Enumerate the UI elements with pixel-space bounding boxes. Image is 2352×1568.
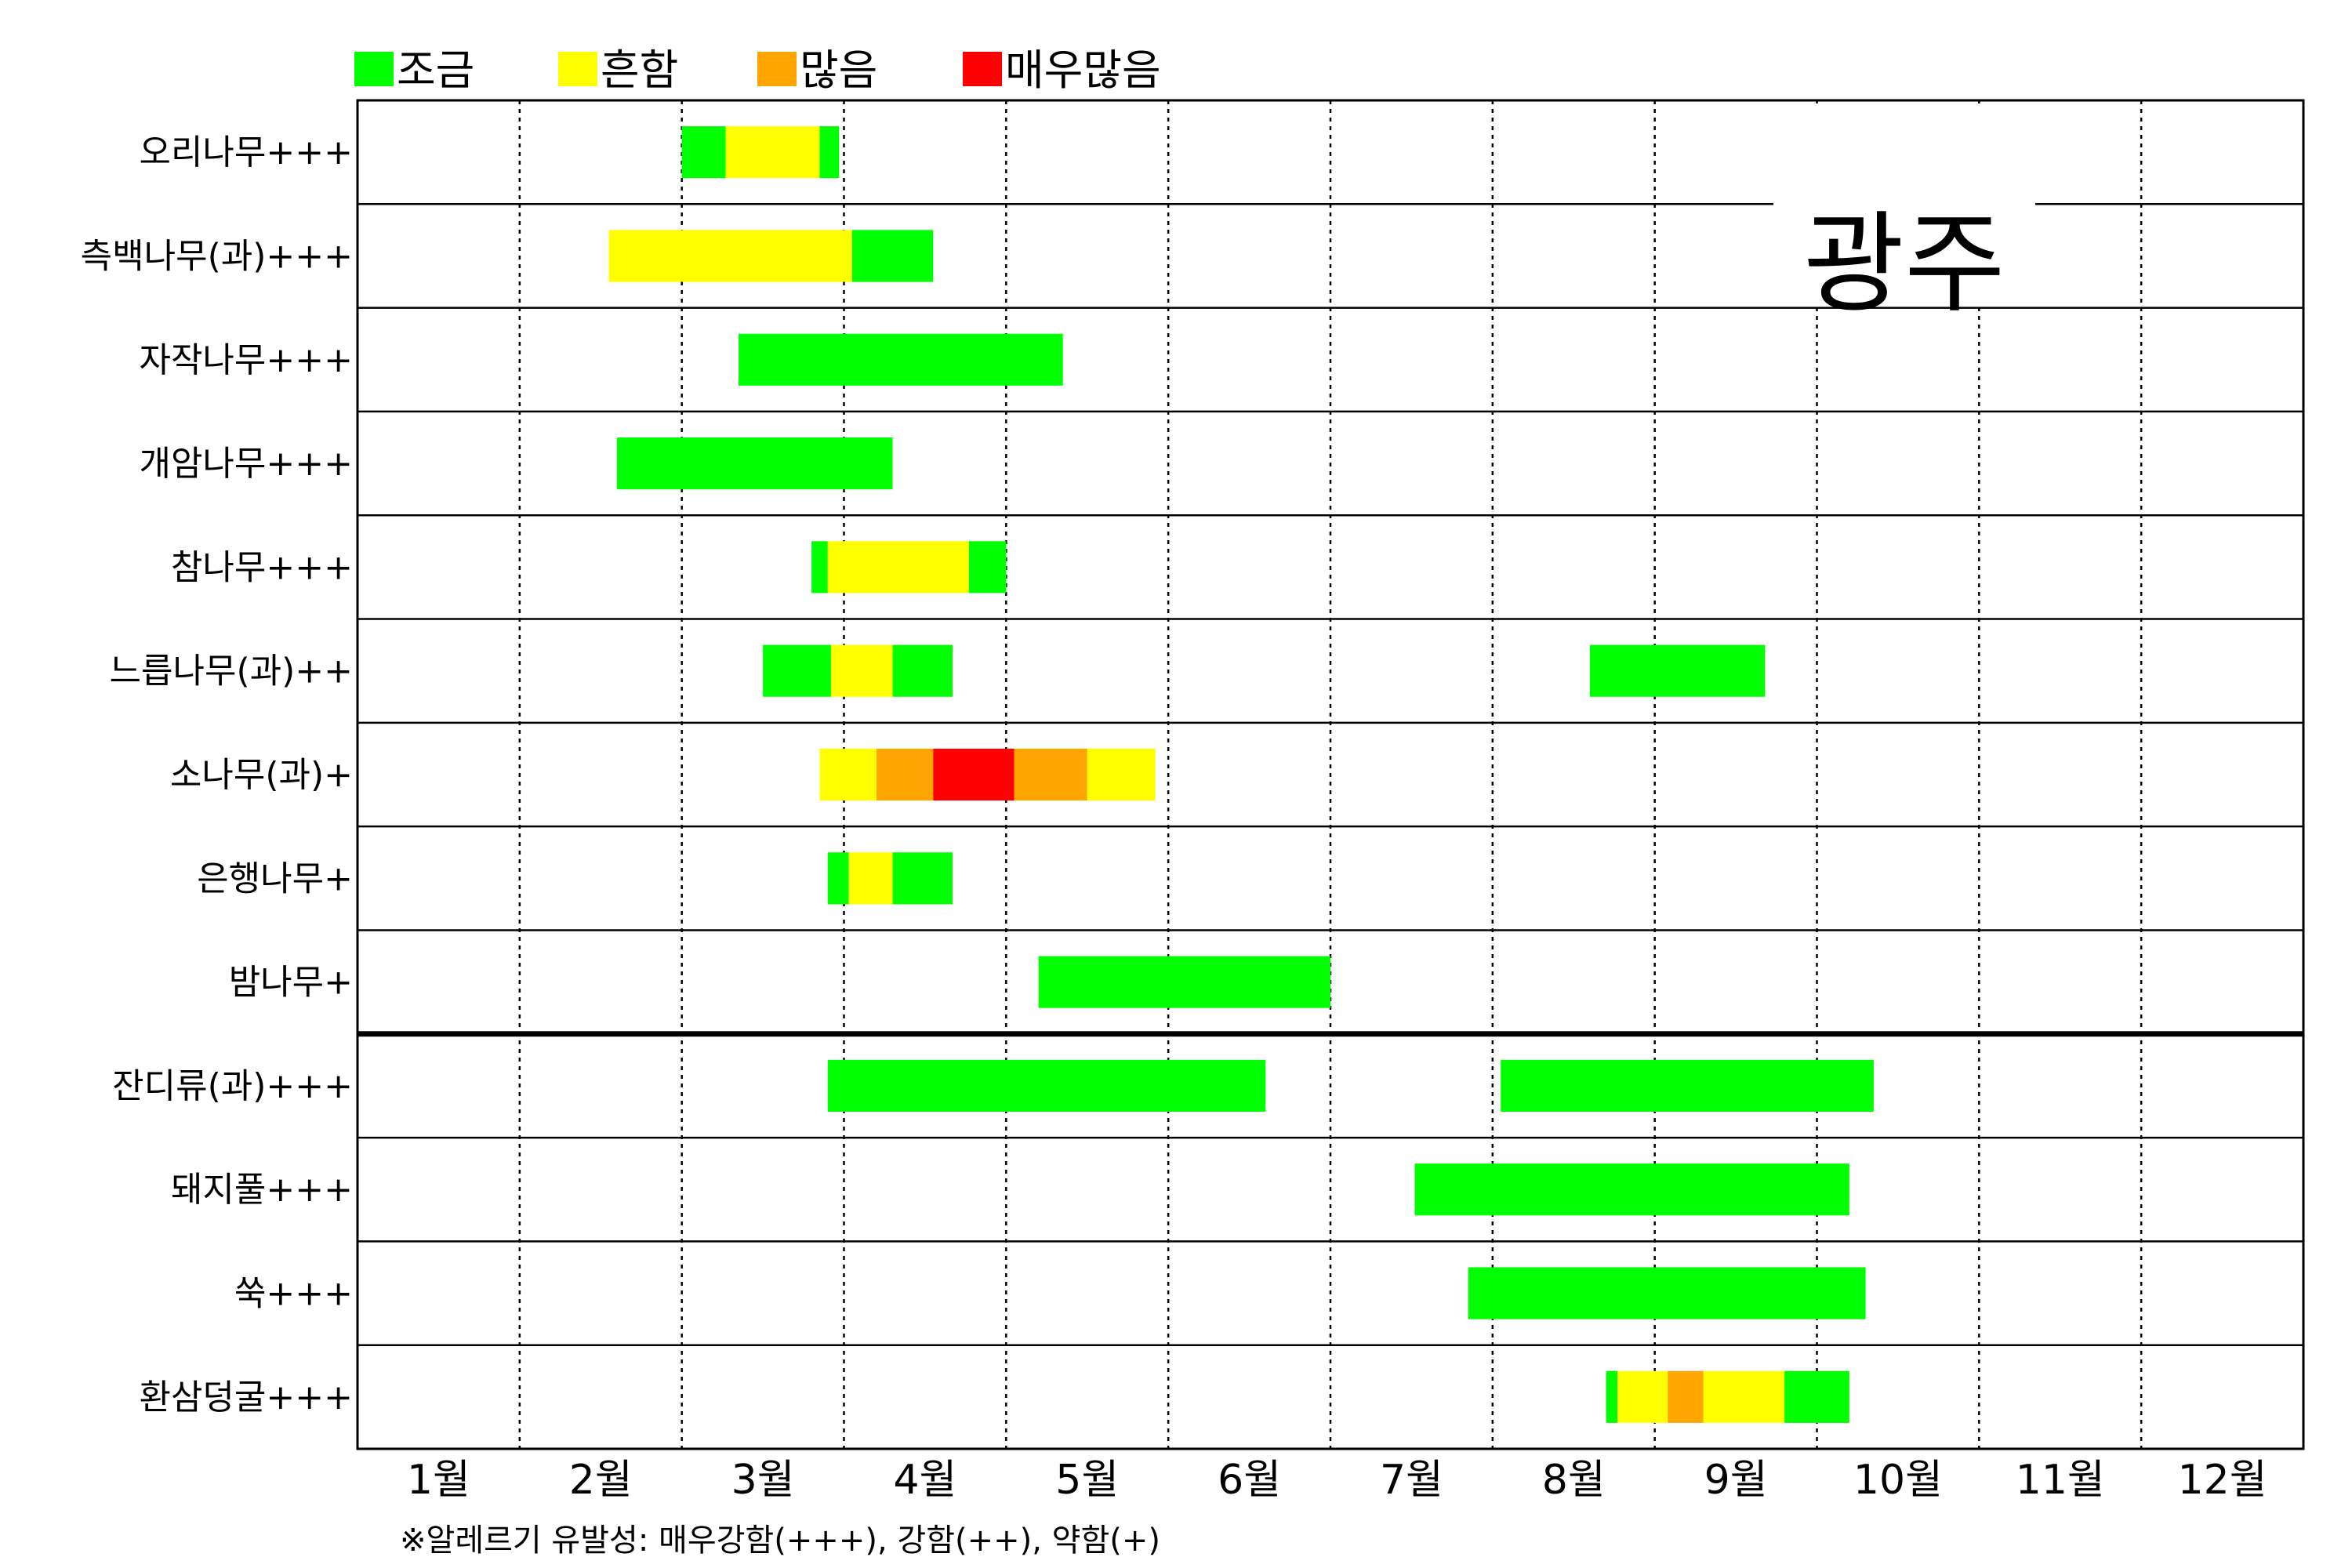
row-labels: 오리나무+++ 측백나무(과)+++ 자작나무+++ 개암나무+++ 참나무+++ 느릅나… [81,132,353,1417]
month-label: 1월 [407,1457,470,1504]
bar-segment-common [608,230,852,282]
bar-segment-common [819,748,877,801]
bar-segment-low [827,852,849,905]
bar-segment-low [892,852,953,905]
bar-segment-common [725,126,820,179]
month-label: 2월 [569,1457,633,1504]
plot-area [358,100,2303,1449]
row-label: 은행나무+ [197,858,353,898]
legend-label-high: 많음 [800,45,877,95]
row-label: 자작나무+++ [139,340,353,380]
bar-segment-low [811,541,828,593]
legend-swatch-common [558,52,597,86]
legend-label-very_high: 매우많음 [1005,45,1161,95]
bar-segment-low [1784,1370,1849,1423]
row-label: 쑥+++ [234,1274,353,1314]
bar-segment-low [819,126,840,179]
bar-segment-low [892,644,953,697]
month-label: 10월 [1853,1457,1943,1504]
row-label: 돼지풀+++ [171,1170,353,1210]
city-title: 광주 [1803,201,2005,328]
bar-segment-common [830,644,893,697]
bar-segment-low [1589,644,1766,697]
bar-segment-common [848,852,893,905]
row-label: 잔디류(과)+++ [112,1066,353,1106]
row-label: 밤나무+ [229,963,353,1003]
month-label: 9월 [1704,1457,1768,1504]
bar-segment-very_high [933,748,1014,801]
bar-segment-high [876,748,934,801]
bar-segment-common [827,541,969,593]
legend-label-common: 흔함 [601,45,678,95]
bar-segment-common [1617,1370,1668,1423]
legend-swatch-low [354,52,394,86]
bar-segment-low [827,1059,1266,1112]
bar-segment-low [616,437,893,490]
month-labels: 1월 2월 3월 4월 5월 6월 7월 8월 9월 10월 11월 12월 [407,1457,2267,1504]
bar-segment-low [1468,1267,1866,1319]
month-label: 11월 [2016,1457,2105,1504]
bar-segments [608,126,1874,1423]
city-title-box [1773,103,2035,307]
bar-segment-low [1414,1163,1849,1216]
month-label: 4월 [893,1457,956,1504]
city-title-group: 광주 [1773,103,2035,328]
bar-segment-low [1038,956,1330,1008]
bar-segment-low [1606,1370,1618,1423]
month-label: 5월 [1055,1457,1119,1504]
row-label: 느릅나무(과)++ [110,652,353,691]
month-label: 8월 [1542,1457,1606,1504]
month-label: 7월 [1380,1457,1443,1504]
legend-swatch-high [757,52,797,86]
bar-segment-high [1668,1370,1704,1423]
bar-segment-low [739,333,1063,386]
row-label: 측백나무(과)+++ [81,236,353,276]
month-label: 3월 [731,1457,795,1504]
month-label: 12월 [2178,1457,2267,1504]
month-label: 6월 [1218,1457,1281,1504]
legend-label-low: 조금 [397,45,474,95]
bar-segment-common [1703,1370,1785,1423]
row-label: 환삼덩굴+++ [139,1377,353,1417]
bar-segment-high [1014,748,1087,801]
bar-segment-low [851,230,934,282]
bar-segment-common [1087,748,1156,801]
bar-segment-low [763,644,831,697]
plot-border [356,99,2305,1450]
legend-swatch-very_high [963,52,1002,86]
bar-segment-low [968,541,1007,593]
chart-legend: 조금 흔함 많음 매우많음 [354,45,1161,95]
row-label: 참나무+++ [171,547,353,587]
row-label: 개암나무+++ [139,444,353,484]
bar-segment-low [681,126,726,179]
row-label: 오리나무+++ [139,132,353,172]
allergy-footnote: ※알레르기 유발성: 매우강함(+++), 강함(++), 약함(+) [400,1523,1160,1559]
bar-segment-low [1501,1059,1874,1112]
row-label: 소나무(과)+ [170,755,353,795]
